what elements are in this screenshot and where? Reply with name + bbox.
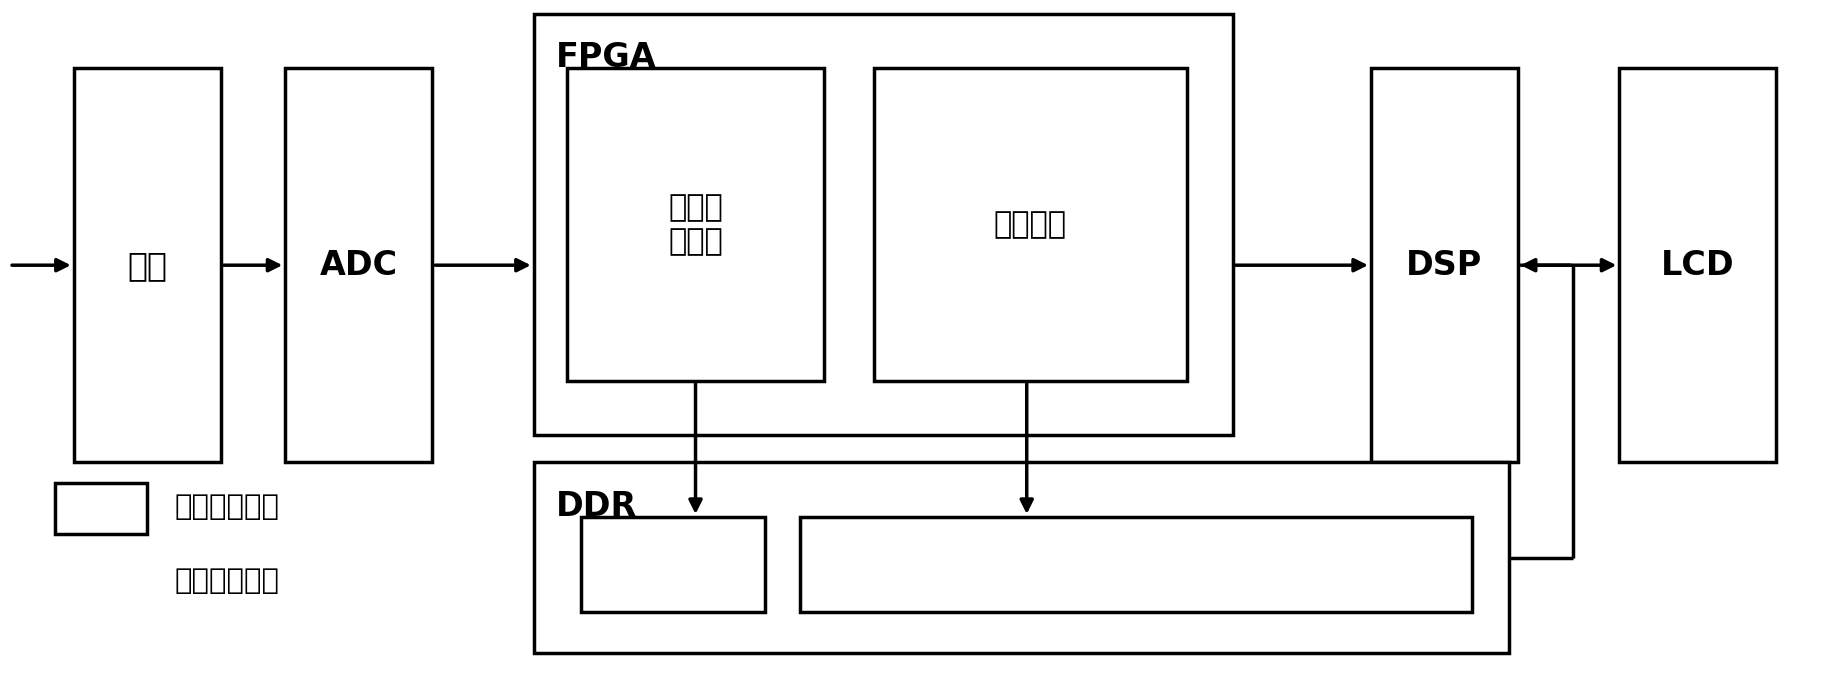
- Text: DDR: DDR: [555, 490, 636, 523]
- Text: 时间戳
计数器: 时间戳 计数器: [668, 193, 723, 256]
- Text: 时间戳计数值: 时间戳计数值: [175, 492, 280, 521]
- Bar: [1618, 68, 1775, 462]
- Text: 异常波形数据: 异常波形数据: [175, 567, 280, 596]
- Text: ADC: ADC: [320, 249, 397, 282]
- Bar: [533, 14, 1232, 435]
- Bar: [55, 483, 147, 534]
- Text: 通道: 通道: [127, 249, 167, 282]
- Text: FPGA: FPGA: [555, 41, 657, 74]
- Bar: [566, 68, 824, 381]
- Bar: [285, 68, 432, 462]
- Bar: [581, 517, 765, 612]
- Bar: [533, 462, 1508, 653]
- Bar: [1370, 68, 1517, 462]
- Bar: [800, 517, 1471, 612]
- Text: 异常检测: 异常检测: [993, 210, 1067, 239]
- Text: DSP: DSP: [1405, 249, 1482, 282]
- Bar: [74, 68, 221, 462]
- Bar: [874, 68, 1186, 381]
- Text: LCD: LCD: [1659, 249, 1734, 282]
